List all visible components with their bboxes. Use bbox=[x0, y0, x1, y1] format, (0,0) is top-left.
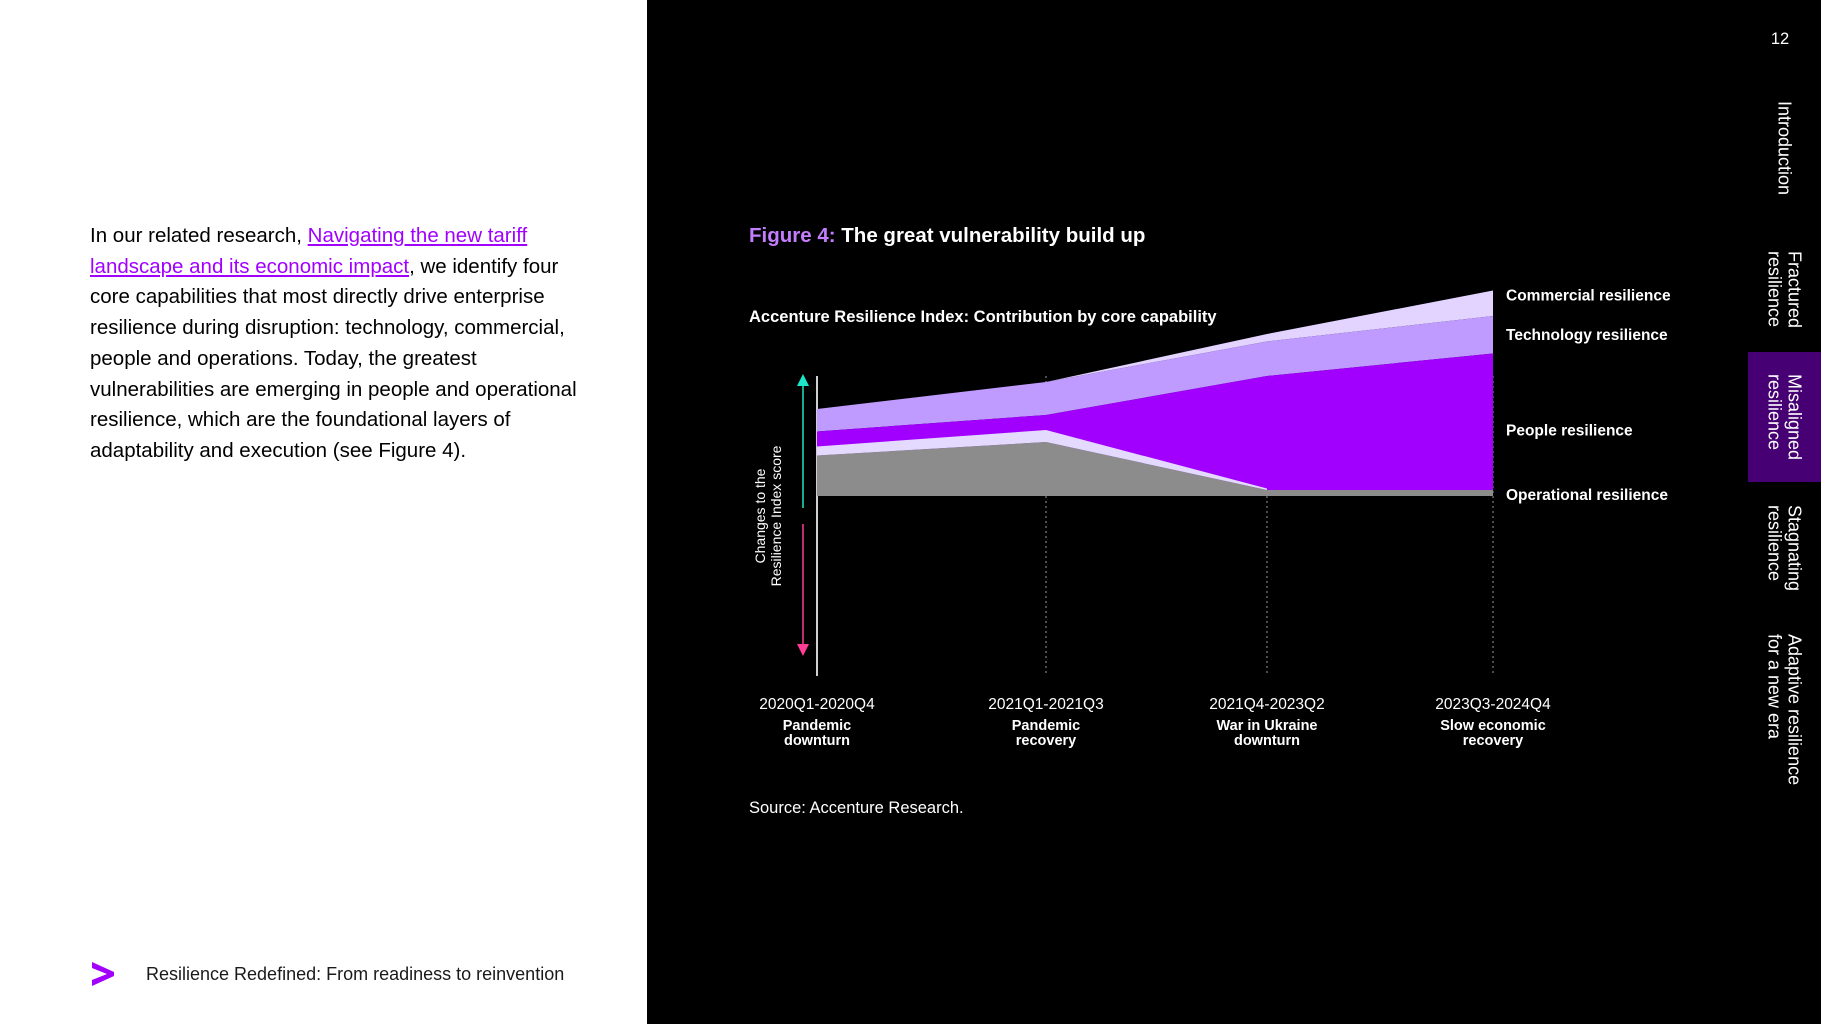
body-paragraph: In our related research, Navigating the … bbox=[90, 221, 590, 467]
x-sub-label-4: Slow economic recovery bbox=[1440, 718, 1546, 749]
area-technology bbox=[817, 316, 1493, 432]
x-tick-label-4: 2023Q3-2024Q4 bbox=[1435, 696, 1551, 713]
area-operational bbox=[817, 442, 1493, 496]
figure-number: Figure 4: bbox=[749, 224, 836, 247]
nav-label-fractured: Fractured resilience bbox=[1764, 251, 1805, 329]
x-sub-label-2: Pandemic recovery bbox=[1012, 718, 1081, 749]
resilience-chart: Changes to theResilience Index score Comm… bbox=[752, 288, 1671, 750]
nav-tab-adaptive-resilience[interactable]: Adaptive resilience for a new era bbox=[1748, 622, 1821, 798]
nav-label-misaligned: Misaligned resilience bbox=[1764, 373, 1805, 461]
series-label-3: People resilience bbox=[1506, 423, 1633, 440]
body-intro: In our related research, bbox=[90, 224, 308, 247]
nav-tab-misaligned-resilience[interactable]: Misaligned resilience bbox=[1748, 352, 1821, 482]
x-sub-label-line-1: War in Ukraine bbox=[1217, 718, 1318, 734]
right-panel: Figure 4: The great vulnerability build … bbox=[647, 0, 1821, 1024]
x-sub-label-line-2: downturn bbox=[1234, 733, 1300, 749]
nav-tab-stagnating-resilience[interactable]: Stagnating resilience bbox=[1748, 488, 1821, 608]
x-sub-label-3: War in Ukraine downturn bbox=[1217, 718, 1318, 749]
x-sub-label-line-2: recovery bbox=[1463, 733, 1523, 749]
x-sub-label-1: Pandemic downturn bbox=[783, 718, 852, 749]
x-sub-label-line-1: Pandemic bbox=[1012, 718, 1081, 734]
x-sub-label-line-2: downturn bbox=[784, 733, 850, 749]
figure-title: Figure 4: The great vulnerability build … bbox=[749, 224, 1145, 248]
series-label-1: Commercial resilience bbox=[1506, 288, 1671, 305]
nav-tab-introduction[interactable]: Introduction bbox=[1748, 88, 1821, 208]
figure-source: Source: Accenture Research. bbox=[749, 799, 964, 817]
series-label-4: Operational resilience bbox=[1506, 487, 1668, 504]
nav-label-stagnating: Stagnating resilience bbox=[1764, 504, 1805, 592]
footer: Resilience Redefined: From readiness to … bbox=[90, 958, 610, 990]
x-tick-label-1: 2020Q1-2020Q4 bbox=[759, 696, 875, 713]
area-people-pre-shift bbox=[817, 430, 1267, 490]
y-axis-label-line-2: Resilience Index score bbox=[768, 445, 784, 586]
left-panel: In our related research, Navigating the … bbox=[0, 0, 647, 1024]
x-tick-label-2: 2021Q1-2021Q3 bbox=[988, 696, 1103, 713]
x-sub-label-line-2: recovery bbox=[1016, 733, 1076, 749]
accenture-logo-icon bbox=[92, 962, 114, 986]
y-axis-label-line-1: Changes to the bbox=[752, 468, 768, 563]
y-axis-label: Changes to theResilience Index score bbox=[752, 445, 784, 586]
footer-title: Resilience Redefined: From readiness to … bbox=[146, 963, 565, 984]
x-tick-label-3: 2021Q4-2023Q2 bbox=[1209, 696, 1324, 713]
figure-title-text: The great vulnerability build up bbox=[841, 224, 1146, 247]
chart-title: Accenture Resilience Index: Contribution… bbox=[749, 308, 1217, 326]
page-number: 12 bbox=[1770, 30, 1790, 48]
nav-label-adaptive: Adaptive resilience for a new era bbox=[1764, 634, 1805, 786]
area-people bbox=[817, 353, 1493, 490]
x-sub-label-line-1: Pandemic bbox=[783, 718, 852, 734]
nav-label-introduction: Introduction bbox=[1774, 100, 1795, 196]
nav-tab-fractured-resilience[interactable]: Fractured resilience bbox=[1748, 230, 1821, 350]
x-sub-label-line-1: Slow economic bbox=[1440, 718, 1546, 734]
body-rest: , we identify four core capabilities tha… bbox=[90, 254, 577, 462]
series-label-2: Technology resilience bbox=[1506, 327, 1668, 344]
tariff-research-link[interactable]: Navigating the new tariff landscape and … bbox=[90, 224, 528, 278]
